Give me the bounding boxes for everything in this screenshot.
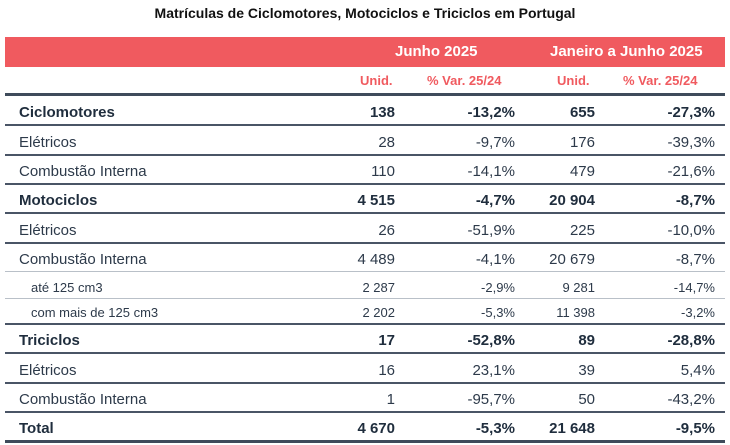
cell-var-1: -52,8% <box>467 332 515 349</box>
cell-var-2: -3,2% <box>681 305 715 320</box>
cell-unid-1: 138 <box>369 104 395 121</box>
cell-unid-2: 655 <box>569 104 595 121</box>
cell-var-2: -27,3% <box>667 104 715 121</box>
cell-unid-2: 50 <box>578 391 595 408</box>
cell-var-2: -8,7% <box>675 251 715 268</box>
cell-unid-2: 225 <box>569 222 595 239</box>
table-row: Triciclos 17 -52,8% 89 -28,8% <box>5 326 725 354</box>
table-title: Matrículas de Ciclomotores, Motociclos e… <box>154 5 576 21</box>
cell-unid-1: 110 <box>371 163 395 180</box>
cell-var-1: -5,3% <box>475 420 515 437</box>
cell-unid-1: 28 <box>378 134 395 151</box>
cell-var-1: -4,1% <box>475 251 515 268</box>
table-row: Elétricos 28 -9,7% 176 -39,3% <box>5 128 725 156</box>
row-label: Triciclos <box>19 332 80 349</box>
table-row: Combustão Interna 1 -95,7% 50 -43,2% <box>5 385 725 413</box>
row-label: Elétricos <box>19 222 77 239</box>
cell-var-1: -2,9% <box>481 280 515 295</box>
cell-var-1: -4,7% <box>475 192 515 209</box>
cell-var-1: -5,3% <box>481 305 515 320</box>
row-label: Total <box>19 420 54 437</box>
header-groups: Junho 2025 Janeiro a Junho 2025 <box>5 37 725 67</box>
cell-unid-1: 17 <box>378 332 395 349</box>
cell-var-2: -10,0% <box>667 222 715 239</box>
cell-var-2: -28,8% <box>667 332 715 349</box>
cell-var-1: 23,1% <box>472 362 515 379</box>
row-label: até 125 cm3 <box>31 280 103 295</box>
cell-unid-1: 2 287 <box>362 280 395 295</box>
cell-unid-1: 4 670 <box>357 420 395 437</box>
cell-unid-1: 2 202 <box>362 305 395 320</box>
table-row-total: Total 4 670 -5,3% 21 648 -9,5% <box>5 414 725 443</box>
cell-var-1: -13,2% <box>467 104 515 121</box>
cell-unid-1: 16 <box>378 362 395 379</box>
row-label: Elétricos <box>19 362 77 379</box>
cell-var-2: -14,7% <box>673 280 715 295</box>
cell-var-1: -51,9% <box>467 222 515 239</box>
table-row: Combustão Interna 4 489 -4,1% 20 679 -8,… <box>5 245 725 272</box>
cell-unid-2: 20 679 <box>549 251 595 268</box>
cell-var-1: -95,7% <box>467 391 515 408</box>
cell-var-2: -9,5% <box>675 420 715 437</box>
cell-unid-2: 21 648 <box>549 420 595 437</box>
cell-unid-2: 176 <box>569 134 595 151</box>
table-row: Elétricos 16 23,1% 39 5,4% <box>5 356 725 384</box>
cell-unid-2: 11 398 <box>556 305 595 320</box>
row-label: com mais de 125 cm3 <box>31 305 159 320</box>
row-label: Ciclomotores <box>19 104 115 121</box>
cell-var-2: -8,7% <box>675 192 715 209</box>
cell-unid-1: 4 515 <box>357 192 395 209</box>
cell-var-1: -9,7% <box>475 134 515 151</box>
cell-unid-2: 479 <box>569 163 595 180</box>
header-var-2: % Var. 25/24 <box>623 73 698 88</box>
cell-var-2: -21,6% <box>667 163 715 180</box>
table-row: até 125 cm3 2 287 -2,9% 9 281 -14,7% <box>5 272 725 299</box>
header-junho: Junho 2025 <box>395 43 478 60</box>
cell-var-2: -39,3% <box>667 134 715 151</box>
cell-unid-2: 89 <box>578 332 595 349</box>
header-unid-1: Unid. <box>360 73 393 88</box>
row-label: Elétricos <box>19 134 77 151</box>
cell-var-2: -43,2% <box>667 391 715 408</box>
cell-unid-2: 39 <box>578 362 595 379</box>
cell-var-2: 5,4% <box>680 362 715 379</box>
table-row: Elétricos 26 -51,9% 225 -10,0% <box>5 216 725 244</box>
row-label: Motociclos <box>19 192 98 209</box>
cell-unid-1: 1 <box>386 391 395 408</box>
cell-unid-1: 4 489 <box>357 251 395 268</box>
cell-var-1: -14,1% <box>467 163 515 180</box>
cell-unid-2: 9 281 <box>562 280 595 295</box>
table-row: com mais de 125 cm3 2 202 -5,3% 11 398 -… <box>5 297 725 325</box>
header-janeiro-junho: Janeiro a Junho 2025 <box>550 43 703 60</box>
cell-unid-2: 20 904 <box>549 192 595 209</box>
row-label: Combustão Interna <box>19 163 147 180</box>
row-label: Combustão Interna <box>19 251 147 268</box>
table-row: Combustão Interna 110 -14,1% 479 -21,6% <box>5 157 725 185</box>
cell-unid-1: 26 <box>378 222 395 239</box>
header-columns: Unid. % Var. 25/24 Unid. % Var. 25/24 <box>5 67 725 96</box>
header-unid-2: Unid. <box>557 73 590 88</box>
row-label: Combustão Interna <box>19 391 147 408</box>
table-row: Motociclos 4 515 -4,7% 20 904 -8,7% <box>5 186 725 214</box>
table-row: Ciclomotores 138 -13,2% 655 -27,3% <box>5 98 725 126</box>
header-var-1: % Var. 25/24 <box>427 73 502 88</box>
